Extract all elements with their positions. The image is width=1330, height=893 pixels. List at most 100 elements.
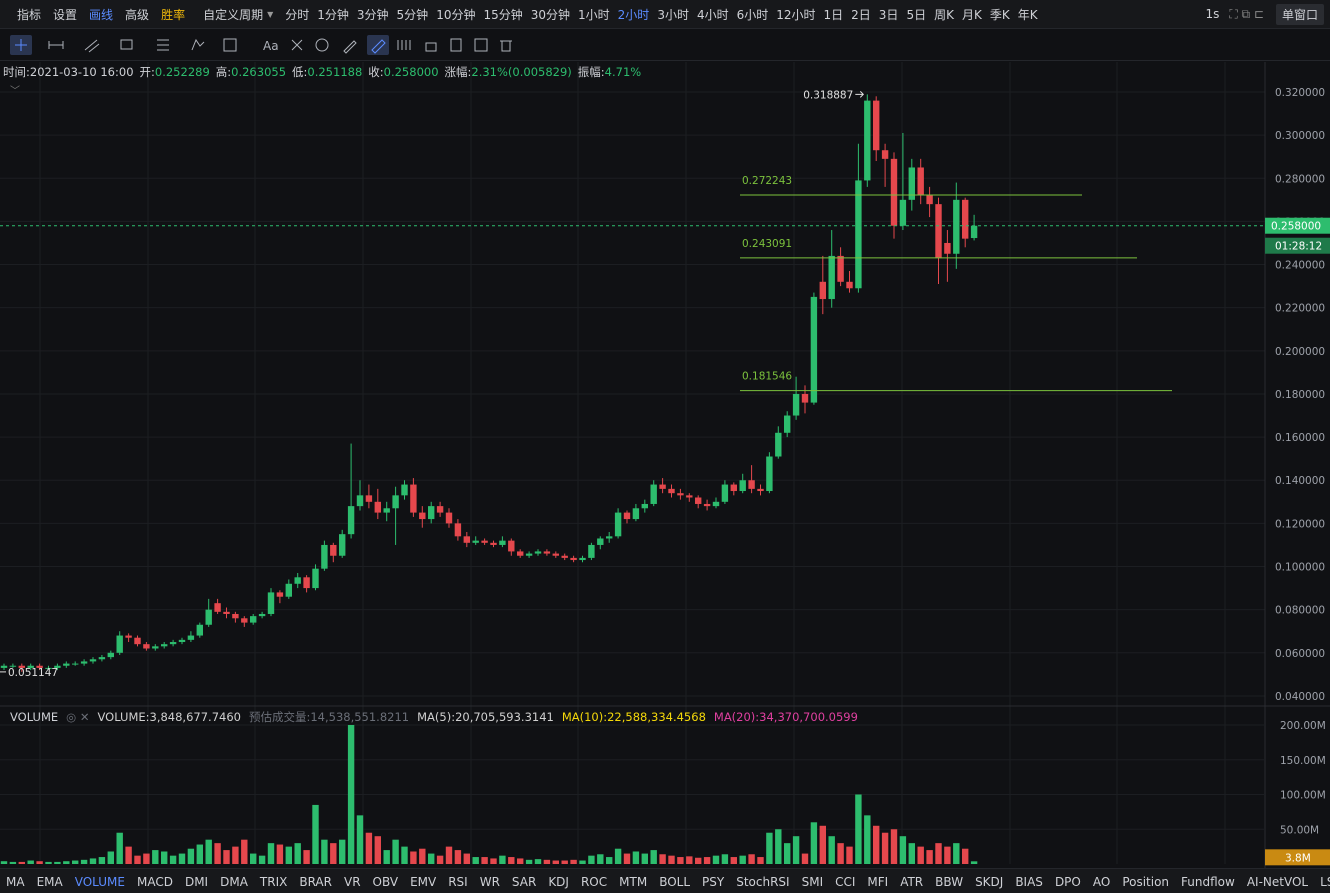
indicator-tab[interactable]: AI-NetVOL — [1246, 874, 1309, 889]
pen-icon[interactable] — [371, 39, 386, 54]
period[interactable]: 年K — [1017, 7, 1038, 22]
period[interactable]: 6小时 — [736, 7, 769, 22]
period[interactable]: 周K — [934, 7, 954, 22]
indicator-tab[interactable]: PSY — [702, 874, 725, 889]
volume-bar — [579, 860, 586, 864]
toolbar-item[interactable]: 设置 — [53, 7, 78, 22]
indicator-tab[interactable]: SKDJ — [975, 874, 1004, 889]
indicator-tab[interactable]: StochRSI — [736, 874, 790, 889]
indicator-tab[interactable]: MTM — [619, 874, 648, 889]
ruler-icon[interactable] — [343, 40, 357, 54]
indicator-tab[interactable]: SMI — [801, 874, 824, 889]
period[interactable]: 2日 — [851, 7, 871, 22]
bars-icon[interactable] — [397, 40, 411, 50]
candle-body — [347, 506, 355, 535]
fib-label: 0.181546 — [742, 371, 792, 383]
measure-icon[interactable] — [223, 38, 237, 52]
indicator-tab[interactable]: BIAS — [1015, 874, 1043, 889]
copy-icon[interactable] — [450, 38, 462, 52]
period[interactable]: 3小时 — [657, 7, 689, 22]
volume-bar — [552, 860, 559, 864]
period[interactable]: 月K — [961, 7, 982, 22]
indicator-tab[interactable]: KDJ — [548, 874, 569, 889]
candle-body — [926, 195, 933, 205]
magnet-icon[interactable] — [315, 38, 329, 52]
period[interactable]: 15分钟 — [483, 7, 523, 22]
indicator-tab[interactable]: Position — [1122, 874, 1170, 889]
period[interactable]: 1日 — [823, 7, 844, 22]
indicator-tab[interactable]: TRIX — [259, 874, 288, 889]
trash-icon[interactable] — [500, 40, 512, 52]
period[interactable]: 5分钟 — [396, 7, 429, 22]
candle-body — [36, 665, 43, 668]
rect-icon[interactable] — [120, 39, 133, 50]
period[interactable]: 30分钟 — [530, 7, 571, 22]
brush-icon[interactable] — [291, 39, 303, 51]
indicator-tab[interactable]: BBW — [935, 874, 964, 889]
wave-icon[interactable] — [191, 38, 205, 51]
fib-icon[interactable] — [157, 39, 169, 51]
indicator-tab[interactable]: DMI — [184, 874, 209, 889]
volume-bar — [597, 854, 604, 864]
tool-icons: Aa — [10, 35, 512, 55]
indicator-tab[interactable]: LSUR — [1320, 874, 1330, 889]
interval[interactable]: 1s — [1205, 7, 1220, 21]
hide-icon[interactable] — [474, 38, 488, 52]
lock-icon[interactable] — [425, 42, 437, 52]
indicator-tab[interactable]: BRAR — [299, 874, 332, 889]
toolbar-item[interactable]: 画线 — [89, 7, 114, 22]
candle-body — [490, 542, 497, 545]
indicator-tab[interactable]: WR — [479, 874, 500, 889]
indicator-tab[interactable]: VR — [343, 874, 361, 889]
volume-bar — [890, 829, 898, 864]
toolbar-item[interactable]: 高级 — [125, 7, 150, 22]
window-icons[interactable]: ⛶ ⧉ ⊏ — [1229, 6, 1264, 21]
volume-bar — [899, 836, 907, 864]
period-menu[interactable]: 自定义周期 — [203, 7, 264, 22]
indicator-tab[interactable]: EMV — [410, 874, 437, 889]
y-tick-label: 200.00M — [1280, 720, 1326, 732]
indicator-tab[interactable]: OBV — [372, 874, 399, 889]
indicator-tab[interactable]: ROC — [580, 874, 608, 889]
toolbar-item[interactable]: 指标 — [17, 7, 42, 22]
volume-bar — [419, 848, 426, 864]
period[interactable]: 3日 — [878, 7, 899, 22]
info-label: 收: — [368, 65, 384, 79]
dropdown-caret[interactable]: ▼ — [267, 9, 274, 19]
window-mode[interactable]: 单窗口 — [1275, 3, 1324, 25]
indicator-tab[interactable]: DPO — [1054, 874, 1081, 889]
tool-active[interactable] — [367, 35, 389, 55]
period[interactable]: 10分钟 — [436, 7, 476, 22]
indicator-tab[interactable]: AO — [1092, 874, 1111, 889]
period[interactable]: 季K — [989, 7, 1010, 22]
period[interactable]: 3分钟 — [356, 7, 389, 22]
indicator-tab[interactable]: Fundflow — [1181, 874, 1235, 889]
period[interactable]: 1小时 — [578, 7, 610, 22]
period[interactable]: 1分钟 — [317, 7, 349, 22]
indicator-tab[interactable]: BOLL — [659, 874, 691, 889]
indicator-tab[interactable]: SAR — [511, 874, 537, 889]
period[interactable]: 2小时 — [617, 7, 650, 22]
volume-bar — [953, 843, 960, 864]
indicator-tab[interactable]: DMA — [220, 874, 248, 889]
period[interactable]: 4小时 — [696, 7, 729, 22]
indicator-tab[interactable]: MACD — [136, 874, 173, 889]
period[interactable]: 5日 — [906, 7, 927, 22]
candle-body — [721, 484, 729, 502]
period[interactable]: 分时 — [285, 7, 310, 22]
toolbar-item[interactable]: 胜率 — [161, 7, 186, 22]
indicator-tab[interactable]: ATR — [900, 874, 924, 889]
line-icon[interactable] — [48, 41, 64, 49]
crosshair-icon[interactable] — [15, 39, 27, 51]
period[interactable]: 12小时 — [776, 7, 816, 22]
indicator-tab[interactable]: EMA — [36, 874, 63, 889]
indicator-tab[interactable]: CCI — [835, 874, 856, 889]
indicator-tab[interactable]: RSI — [448, 874, 468, 889]
text-tool[interactable]: Aa — [263, 39, 279, 53]
indicator-tab[interactable]: VOLUME — [74, 874, 125, 889]
legend-icons[interactable]: ◎ ✕ — [66, 710, 90, 724]
indicator-tab[interactable]: MA — [6, 874, 25, 889]
info-value: 0.258000 — [383, 65, 439, 79]
indicator-tab[interactable]: MFI — [867, 874, 889, 889]
trend-icon[interactable] — [84, 39, 100, 53]
